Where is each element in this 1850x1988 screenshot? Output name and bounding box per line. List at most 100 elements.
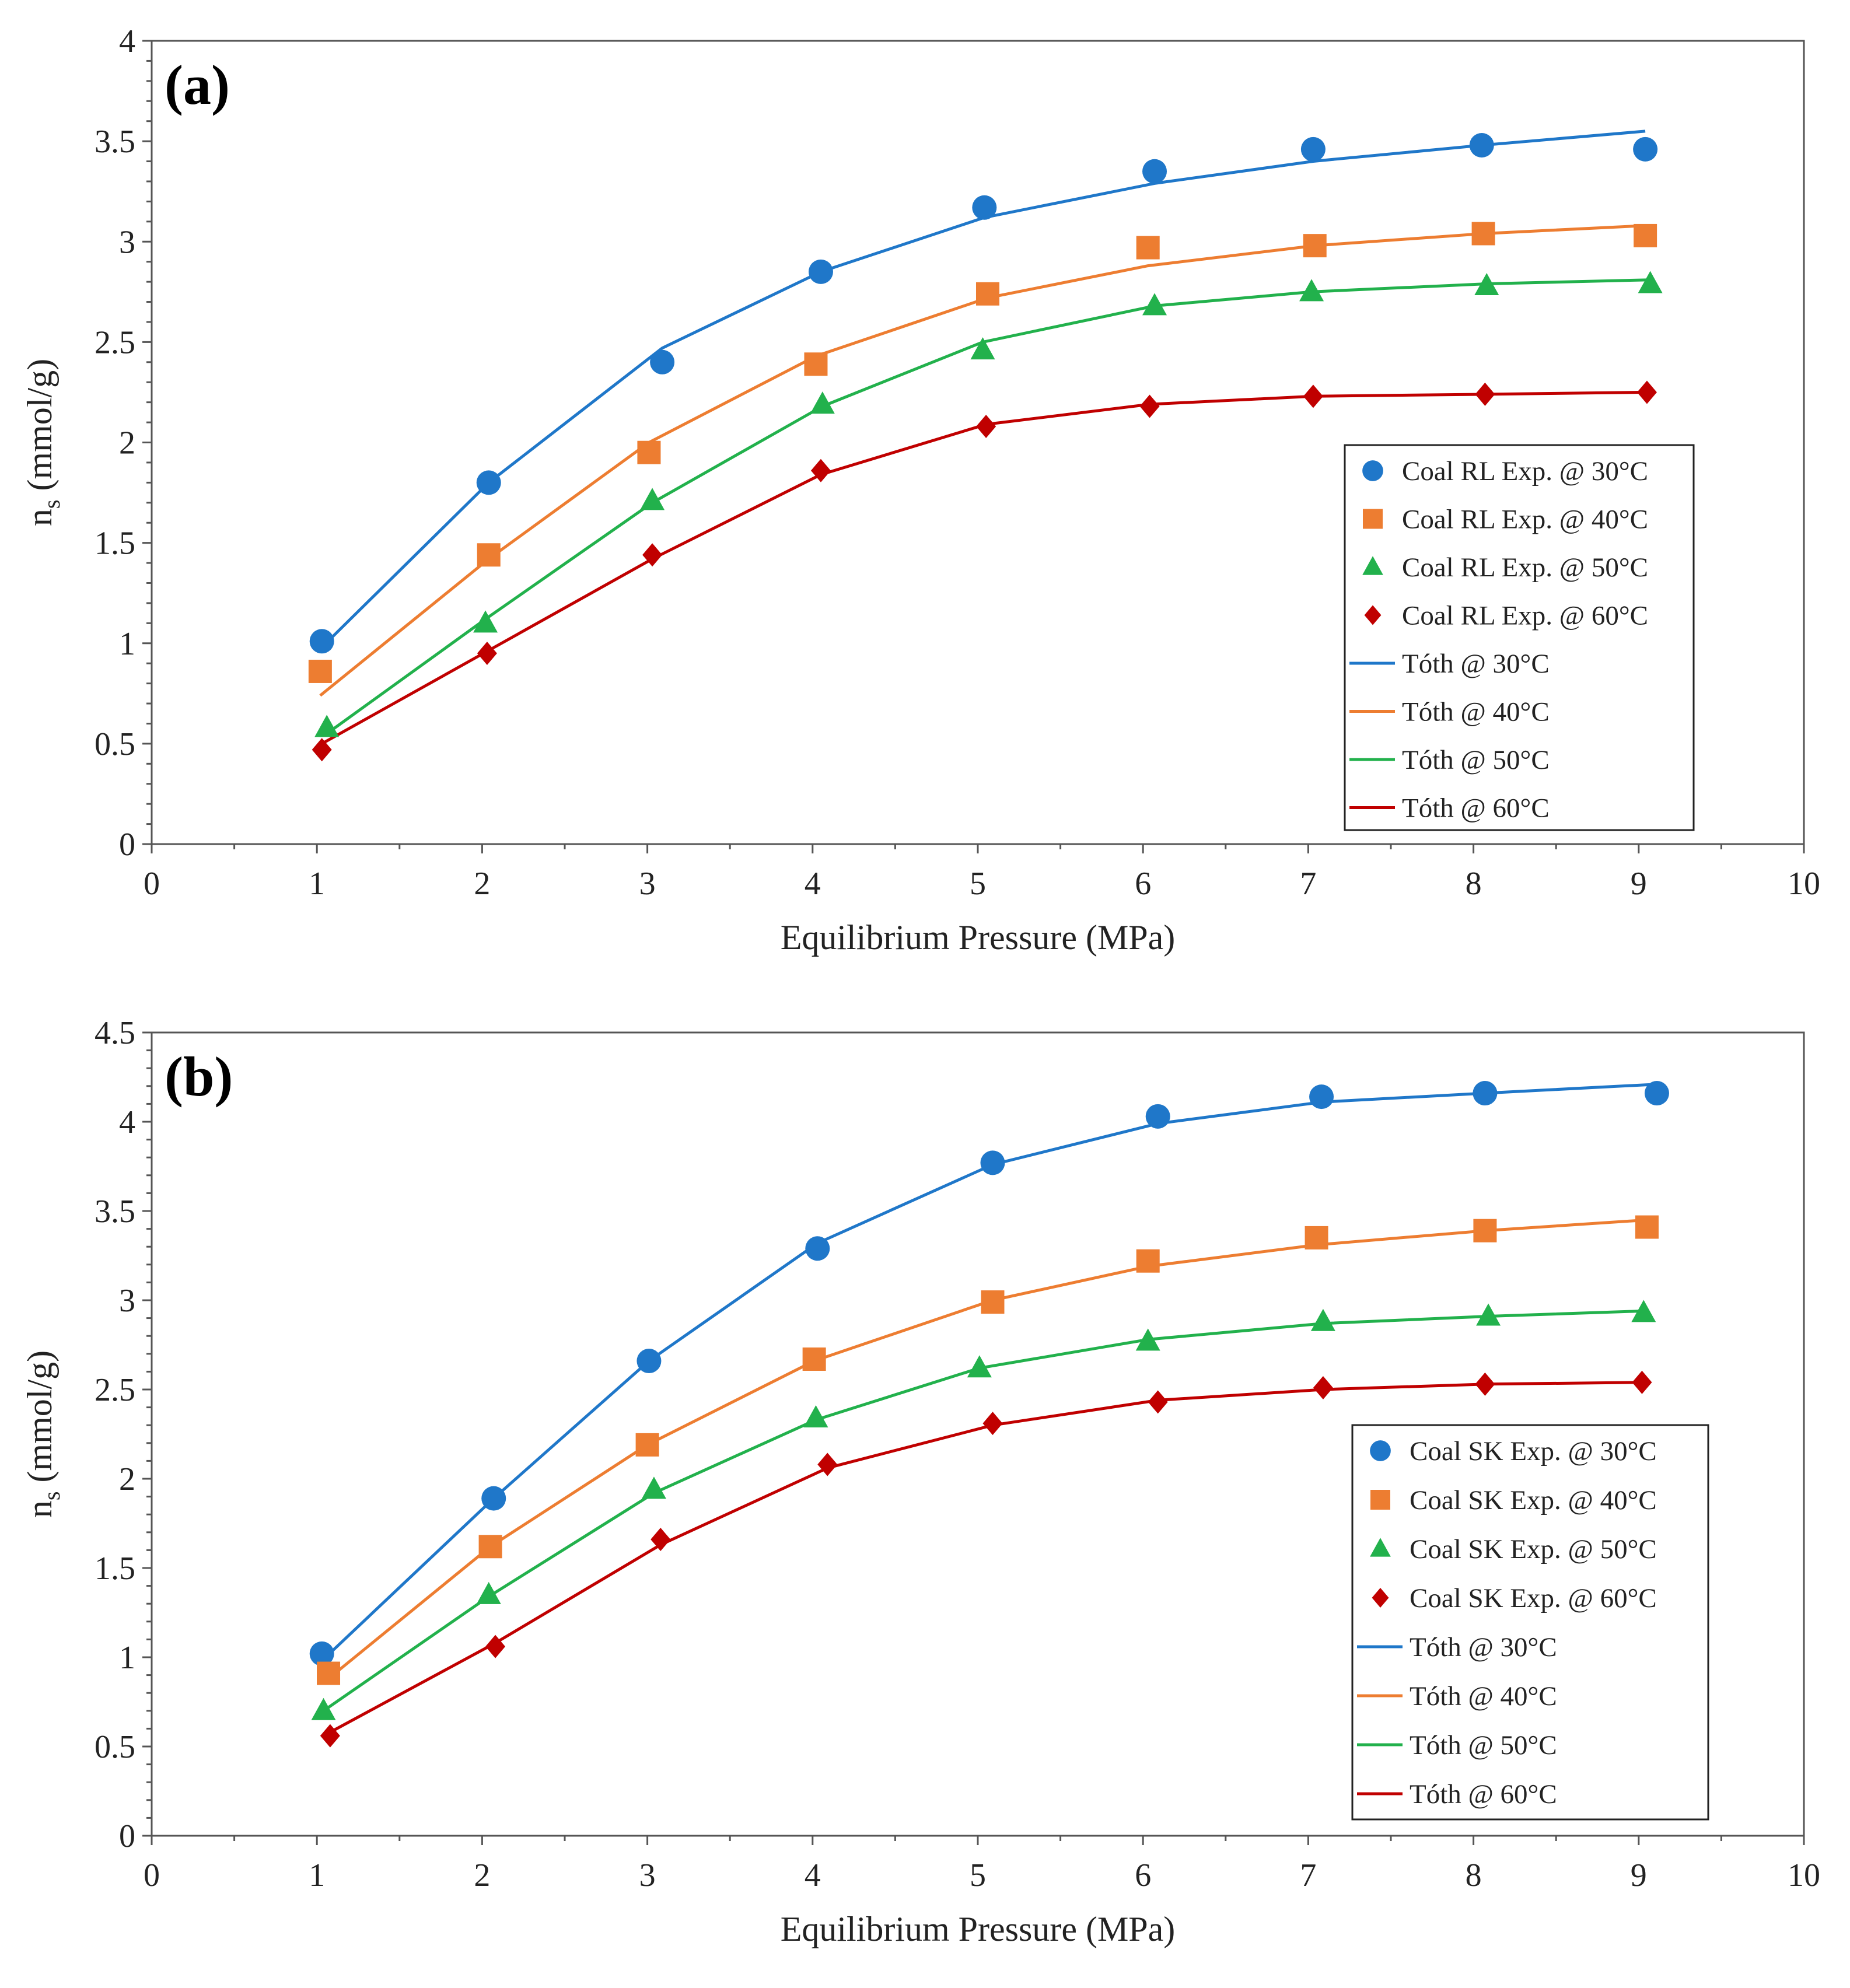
- x-tick-label: 3: [639, 1857, 656, 1894]
- legend-label: Tóth @ 60°C: [1410, 1779, 1557, 1810]
- data-point-coal-sk-exp-50-c: [641, 1476, 666, 1499]
- legend-label: Coal SK Exp. @ 60°C: [1410, 1583, 1657, 1614]
- legend-key-coal-rl-exp-50-c: [1362, 556, 1383, 575]
- y-tick-label: 3.5: [95, 124, 135, 160]
- data-point-coal-rl-exp-30-c: [309, 629, 334, 654]
- x-axis-title: Equilibrium Pressure (MPa): [781, 918, 1176, 957]
- y-axis-title-subscript: s: [39, 500, 65, 509]
- data-point-coal-rl-exp-60-c: [1636, 380, 1657, 404]
- chart-panel-0: 0 1 2 3 4 5 6 7 8 9 10 0 0.5 1 1.5 2 2.5 3 3.5 4 Equilibrium…: [20, 23, 1820, 957]
- legend-label: Tóth @ 50°C: [1410, 1730, 1557, 1760]
- data-point-coal-rl-exp-50-c: [1638, 271, 1663, 293]
- data-point-coal-sk-exp-50-c: [967, 1355, 992, 1378]
- legend-label: Coal SK Exp. @ 30°C: [1410, 1436, 1657, 1466]
- data-point-coal-rl-exp-40-c: [637, 440, 661, 464]
- data-point-coal-sk-exp-40-c: [635, 1433, 659, 1457]
- data-point-coal-rl-exp-50-c: [810, 391, 835, 414]
- data-point-coal-rl-exp-30-c: [1633, 136, 1658, 162]
- y-axis-title-units: (mmol/g): [20, 1350, 59, 1492]
- data-point-coal-sk-exp-30-c: [1473, 1081, 1498, 1106]
- data-point-coal-rl-exp-60-c: [1475, 382, 1495, 406]
- y-tick-label: 3.5: [95, 1194, 135, 1230]
- panel-label: (b): [165, 1045, 233, 1108]
- data-point-coal-rl-exp-40-c: [1634, 223, 1657, 247]
- data-point-coal-sk-exp-30-c: [1145, 1104, 1170, 1129]
- x-tick-label: 6: [1135, 866, 1151, 902]
- data-point-coal-rl-exp-60-c: [1139, 394, 1160, 418]
- legend-label: Tóth @ 30°C: [1402, 649, 1550, 679]
- legend-box: [1344, 444, 1695, 831]
- x-tick-label: 0: [144, 866, 160, 902]
- y-axis-title: ns (mmol/g): [20, 1350, 65, 1518]
- panel-label: (a): [165, 54, 230, 116]
- data-point-coal-rl-exp-30-c: [1300, 136, 1326, 162]
- legend-label: Coal RL Exp. @ 50°C: [1402, 552, 1648, 583]
- data-point-coal-sk-exp-60-c: [982, 1412, 1003, 1436]
- y-tick-label: 2: [119, 425, 135, 461]
- legend-key-coal-rl-exp-30-c: [1362, 460, 1383, 481]
- y-tick-label: 4: [119, 1104, 135, 1140]
- data-point-coal-rl-exp-40-c: [804, 352, 828, 376]
- data-point-coal-sk-exp-50-c: [1631, 1300, 1656, 1322]
- data-point-coal-sk-exp-30-c: [309, 1641, 334, 1666]
- y-tick-label: 1.5: [95, 1550, 135, 1587]
- x-tick-label: 4: [805, 1857, 821, 1894]
- legend-box: [1351, 1424, 1709, 1821]
- x-tick-label: 0: [144, 1857, 160, 1894]
- data-point-coal-sk-exp-40-c: [981, 1290, 1005, 1314]
- data-point-coal-rl-exp-30-c: [808, 259, 833, 284]
- legend-key-coal-rl-exp-40-c: [1363, 509, 1383, 529]
- y-tick-label: 2.5: [95, 324, 135, 360]
- data-point-coal-sk-exp-60-c: [1475, 1372, 1495, 1396]
- y-tick-label: 3: [119, 224, 135, 260]
- x-tick-label: 8: [1466, 1857, 1482, 1894]
- y-tick-label: 1.5: [95, 526, 135, 562]
- data-point-coal-sk-exp-60-c: [485, 1634, 506, 1658]
- data-point-coal-rl-exp-60-c: [1303, 384, 1323, 408]
- x-tick-label: 8: [1466, 866, 1482, 902]
- y-tick-label: 0.5: [95, 1729, 135, 1765]
- data-point-coal-rl-exp-50-c: [314, 715, 340, 737]
- data-point-coal-rl-exp-60-c: [642, 543, 663, 567]
- legend-label: Coal SK Exp. @ 40°C: [1410, 1485, 1657, 1516]
- data-point-coal-sk-exp-50-c: [1135, 1328, 1160, 1351]
- data-point-coal-sk-exp-60-c: [320, 1724, 340, 1748]
- data-point-coal-rl-exp-30-c: [1469, 133, 1494, 158]
- data-point-coal-rl-exp-60-c: [810, 459, 831, 482]
- data-point-coal-sk-exp-40-c: [317, 1661, 341, 1685]
- y-axis-title-main: n: [20, 509, 59, 526]
- x-tick-label: 5: [970, 866, 986, 902]
- data-point-coal-rl-exp-40-c: [975, 282, 999, 306]
- data-point-coal-sk-exp-30-c: [481, 1486, 506, 1511]
- x-tick-label: 7: [1300, 866, 1316, 902]
- legend-label: Coal RL Exp. @ 60°C: [1402, 601, 1648, 631]
- data-point-coal-sk-exp-40-c: [478, 1535, 502, 1559]
- legend-label: Coal RL Exp. @ 30°C: [1402, 456, 1648, 487]
- y-tick-label: 2.5: [95, 1372, 135, 1408]
- data-point-coal-sk-exp-30-c: [1309, 1084, 1334, 1110]
- data-point-coal-sk-exp-30-c: [637, 1349, 662, 1374]
- y-tick-label: 0: [119, 827, 135, 863]
- x-tick-label: 9: [1631, 1857, 1647, 1894]
- data-point-coal-sk-exp-40-c: [1635, 1215, 1659, 1239]
- chart-panel-1: 0 1 2 3 4 5 6 7 8 9 10 0 0.5 1 1.5 2 2.5 3 3.5 4 4.5 Equilibr…: [20, 1015, 1820, 1948]
- y-axis-title-units: (mmol/g): [20, 359, 59, 500]
- legend: Coal RL Exp. @ 30°C Coal RL Exp. @ 40°C Co…: [1344, 444, 1695, 831]
- y-tick-label: 0: [119, 1818, 135, 1854]
- data-point-coal-rl-exp-30-c: [650, 349, 675, 374]
- y-tick-label: 2: [119, 1461, 135, 1497]
- data-point-coal-rl-exp-50-c: [1142, 293, 1167, 316]
- data-point-coal-rl-exp-40-c: [1303, 234, 1327, 258]
- data-point-coal-rl-exp-30-c: [972, 195, 997, 220]
- data-point-coal-rl-exp-60-c: [312, 738, 332, 762]
- y-axis-title-main: n: [20, 1500, 59, 1518]
- y-axis-title-subscript: s: [39, 1492, 65, 1501]
- data-point-coal-sk-exp-60-c: [651, 1528, 671, 1552]
- legend-label: Tóth @ 60°C: [1402, 793, 1550, 824]
- legend-label: Coal RL Exp. @ 40°C: [1402, 505, 1648, 535]
- data-point-coal-rl-exp-60-c: [976, 414, 996, 438]
- data-point-coal-sk-exp-50-c: [476, 1581, 501, 1604]
- data-point-coal-sk-exp-50-c: [311, 1698, 336, 1720]
- data-point-coal-sk-exp-30-c: [805, 1236, 830, 1261]
